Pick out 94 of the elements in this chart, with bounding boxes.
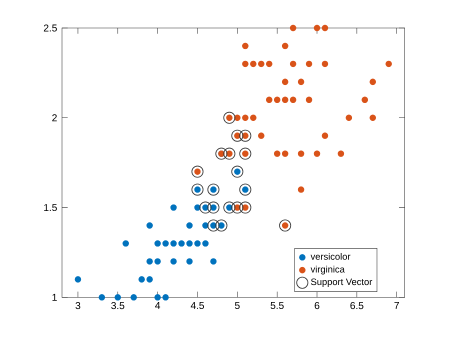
x-tick-label: 6 [314,302,320,309]
point [282,96,288,103]
y-tick-label: 2.5 [44,24,57,32]
point [114,294,121,300]
point [282,150,288,157]
point [314,24,320,32]
point [322,132,328,139]
x-tick-label: 5.5 [270,302,284,309]
point [242,60,248,67]
point [242,114,248,121]
point [370,78,376,85]
point [210,258,217,264]
point [322,60,328,67]
point [178,240,185,247]
legend-label: versicolor [310,252,350,260]
point [362,96,368,103]
point [146,276,153,282]
point [207,219,220,232]
point [274,96,280,103]
x-tick-label: 7 [394,302,399,309]
point [170,204,177,211]
point [322,24,328,32]
point [239,130,252,142]
point [282,78,288,85]
y-tick-label: 1.5 [44,204,57,211]
point [346,114,352,121]
point [279,219,292,232]
point [258,132,264,139]
point [194,240,201,247]
point [98,294,106,300]
point [242,42,248,49]
point [250,60,256,67]
x-tick-label: 6.5 [350,302,364,309]
point [298,150,304,157]
point [239,148,252,160]
point [186,222,193,229]
point [207,183,220,196]
point [290,96,296,103]
point [266,60,272,67]
point [170,240,177,247]
point [154,240,161,247]
point [191,165,204,178]
x-tick-label: 3.5 [111,302,124,309]
point [306,60,312,67]
point [202,240,209,247]
point [274,150,280,157]
x-tick-label: 4.5 [190,302,204,309]
point [154,258,161,264]
point [231,165,244,178]
point [138,276,145,282]
point [170,258,177,264]
point [282,42,288,49]
point [306,96,312,103]
point [290,24,296,32]
point [199,201,212,214]
point [223,148,236,160]
legend-label: virginica [310,266,345,274]
point [191,183,204,196]
x-tick-label: 5 [234,302,240,309]
point [250,114,256,121]
point [215,148,228,160]
point [234,114,241,121]
point [122,240,129,247]
point [162,294,169,300]
point [223,112,236,124]
point [162,240,169,247]
point [386,60,392,67]
point [231,130,244,142]
point [186,258,193,264]
y-tick-label: 1 [52,294,57,301]
point [207,201,220,214]
point [298,78,304,85]
point [298,186,304,193]
point [231,201,244,214]
point [338,150,344,157]
x-tick-label: 3 [76,302,80,309]
point [130,294,137,300]
point [239,183,252,196]
legend-label: Support Vector [310,278,372,287]
point [186,240,193,247]
point [266,96,272,103]
point [74,276,82,282]
point [154,294,161,300]
point [223,201,236,214]
point [146,258,153,264]
point [258,60,264,67]
point [239,201,252,214]
point [146,222,153,229]
point [215,219,228,232]
point [370,114,376,121]
x-tick-label: 4 [155,302,160,309]
point [314,150,320,157]
point [290,60,296,67]
y-tick-label: 2 [52,114,57,122]
